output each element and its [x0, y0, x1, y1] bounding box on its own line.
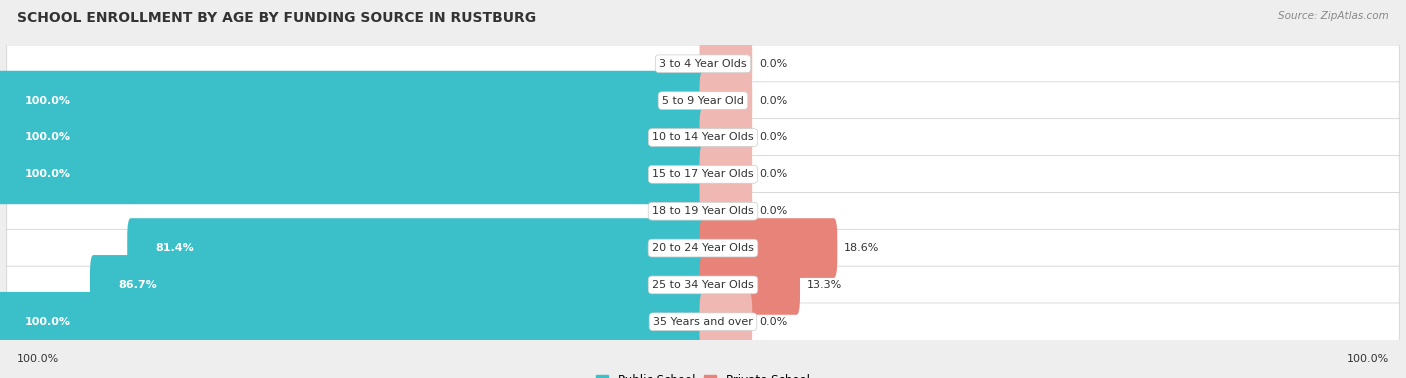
FancyBboxPatch shape: [7, 192, 1399, 230]
FancyBboxPatch shape: [7, 156, 1399, 193]
Text: 0.0%: 0.0%: [759, 133, 787, 143]
FancyBboxPatch shape: [0, 292, 707, 352]
Text: 5 to 9 Year Old: 5 to 9 Year Old: [662, 96, 744, 105]
FancyBboxPatch shape: [700, 181, 752, 241]
Text: 18 to 19 Year Olds: 18 to 19 Year Olds: [652, 206, 754, 216]
Text: 100.0%: 100.0%: [25, 96, 70, 105]
Text: 3 to 4 Year Olds: 3 to 4 Year Olds: [659, 59, 747, 69]
Text: 100.0%: 100.0%: [25, 317, 70, 327]
FancyBboxPatch shape: [7, 266, 1399, 304]
Text: 25 to 34 Year Olds: 25 to 34 Year Olds: [652, 280, 754, 290]
Text: 0.0%: 0.0%: [759, 96, 787, 105]
Text: 0.0%: 0.0%: [661, 59, 689, 69]
Text: 100.0%: 100.0%: [25, 169, 70, 179]
Text: 35 Years and over: 35 Years and over: [652, 317, 754, 327]
FancyBboxPatch shape: [90, 255, 707, 315]
FancyBboxPatch shape: [700, 218, 838, 278]
FancyBboxPatch shape: [7, 45, 1399, 82]
Text: 0.0%: 0.0%: [759, 169, 787, 179]
Text: 86.7%: 86.7%: [118, 280, 157, 290]
Text: 0.0%: 0.0%: [759, 59, 787, 69]
FancyBboxPatch shape: [700, 292, 752, 352]
FancyBboxPatch shape: [7, 119, 1399, 156]
FancyBboxPatch shape: [700, 71, 752, 130]
FancyBboxPatch shape: [700, 108, 752, 167]
FancyBboxPatch shape: [127, 218, 707, 278]
Text: 18.6%: 18.6%: [844, 243, 880, 253]
Text: 10 to 14 Year Olds: 10 to 14 Year Olds: [652, 133, 754, 143]
FancyBboxPatch shape: [0, 108, 707, 167]
Text: 15 to 17 Year Olds: 15 to 17 Year Olds: [652, 169, 754, 179]
Text: 13.3%: 13.3%: [807, 280, 842, 290]
Text: 100.0%: 100.0%: [1347, 354, 1389, 364]
FancyBboxPatch shape: [7, 82, 1399, 119]
Text: 0.0%: 0.0%: [759, 317, 787, 327]
Text: Source: ZipAtlas.com: Source: ZipAtlas.com: [1278, 11, 1389, 21]
FancyBboxPatch shape: [0, 144, 707, 204]
Text: 0.0%: 0.0%: [759, 206, 787, 216]
FancyBboxPatch shape: [7, 229, 1399, 267]
Text: SCHOOL ENROLLMENT BY AGE BY FUNDING SOURCE IN RUSTBURG: SCHOOL ENROLLMENT BY AGE BY FUNDING SOUR…: [17, 11, 536, 25]
FancyBboxPatch shape: [700, 34, 752, 94]
FancyBboxPatch shape: [0, 71, 707, 130]
Text: 0.0%: 0.0%: [661, 206, 689, 216]
Text: 81.4%: 81.4%: [155, 243, 194, 253]
FancyBboxPatch shape: [700, 255, 800, 315]
FancyBboxPatch shape: [700, 144, 752, 204]
Text: 100.0%: 100.0%: [25, 133, 70, 143]
FancyBboxPatch shape: [7, 303, 1399, 341]
Text: 20 to 24 Year Olds: 20 to 24 Year Olds: [652, 243, 754, 253]
Text: 100.0%: 100.0%: [17, 354, 59, 364]
Legend: Public School, Private School: Public School, Private School: [596, 374, 810, 378]
